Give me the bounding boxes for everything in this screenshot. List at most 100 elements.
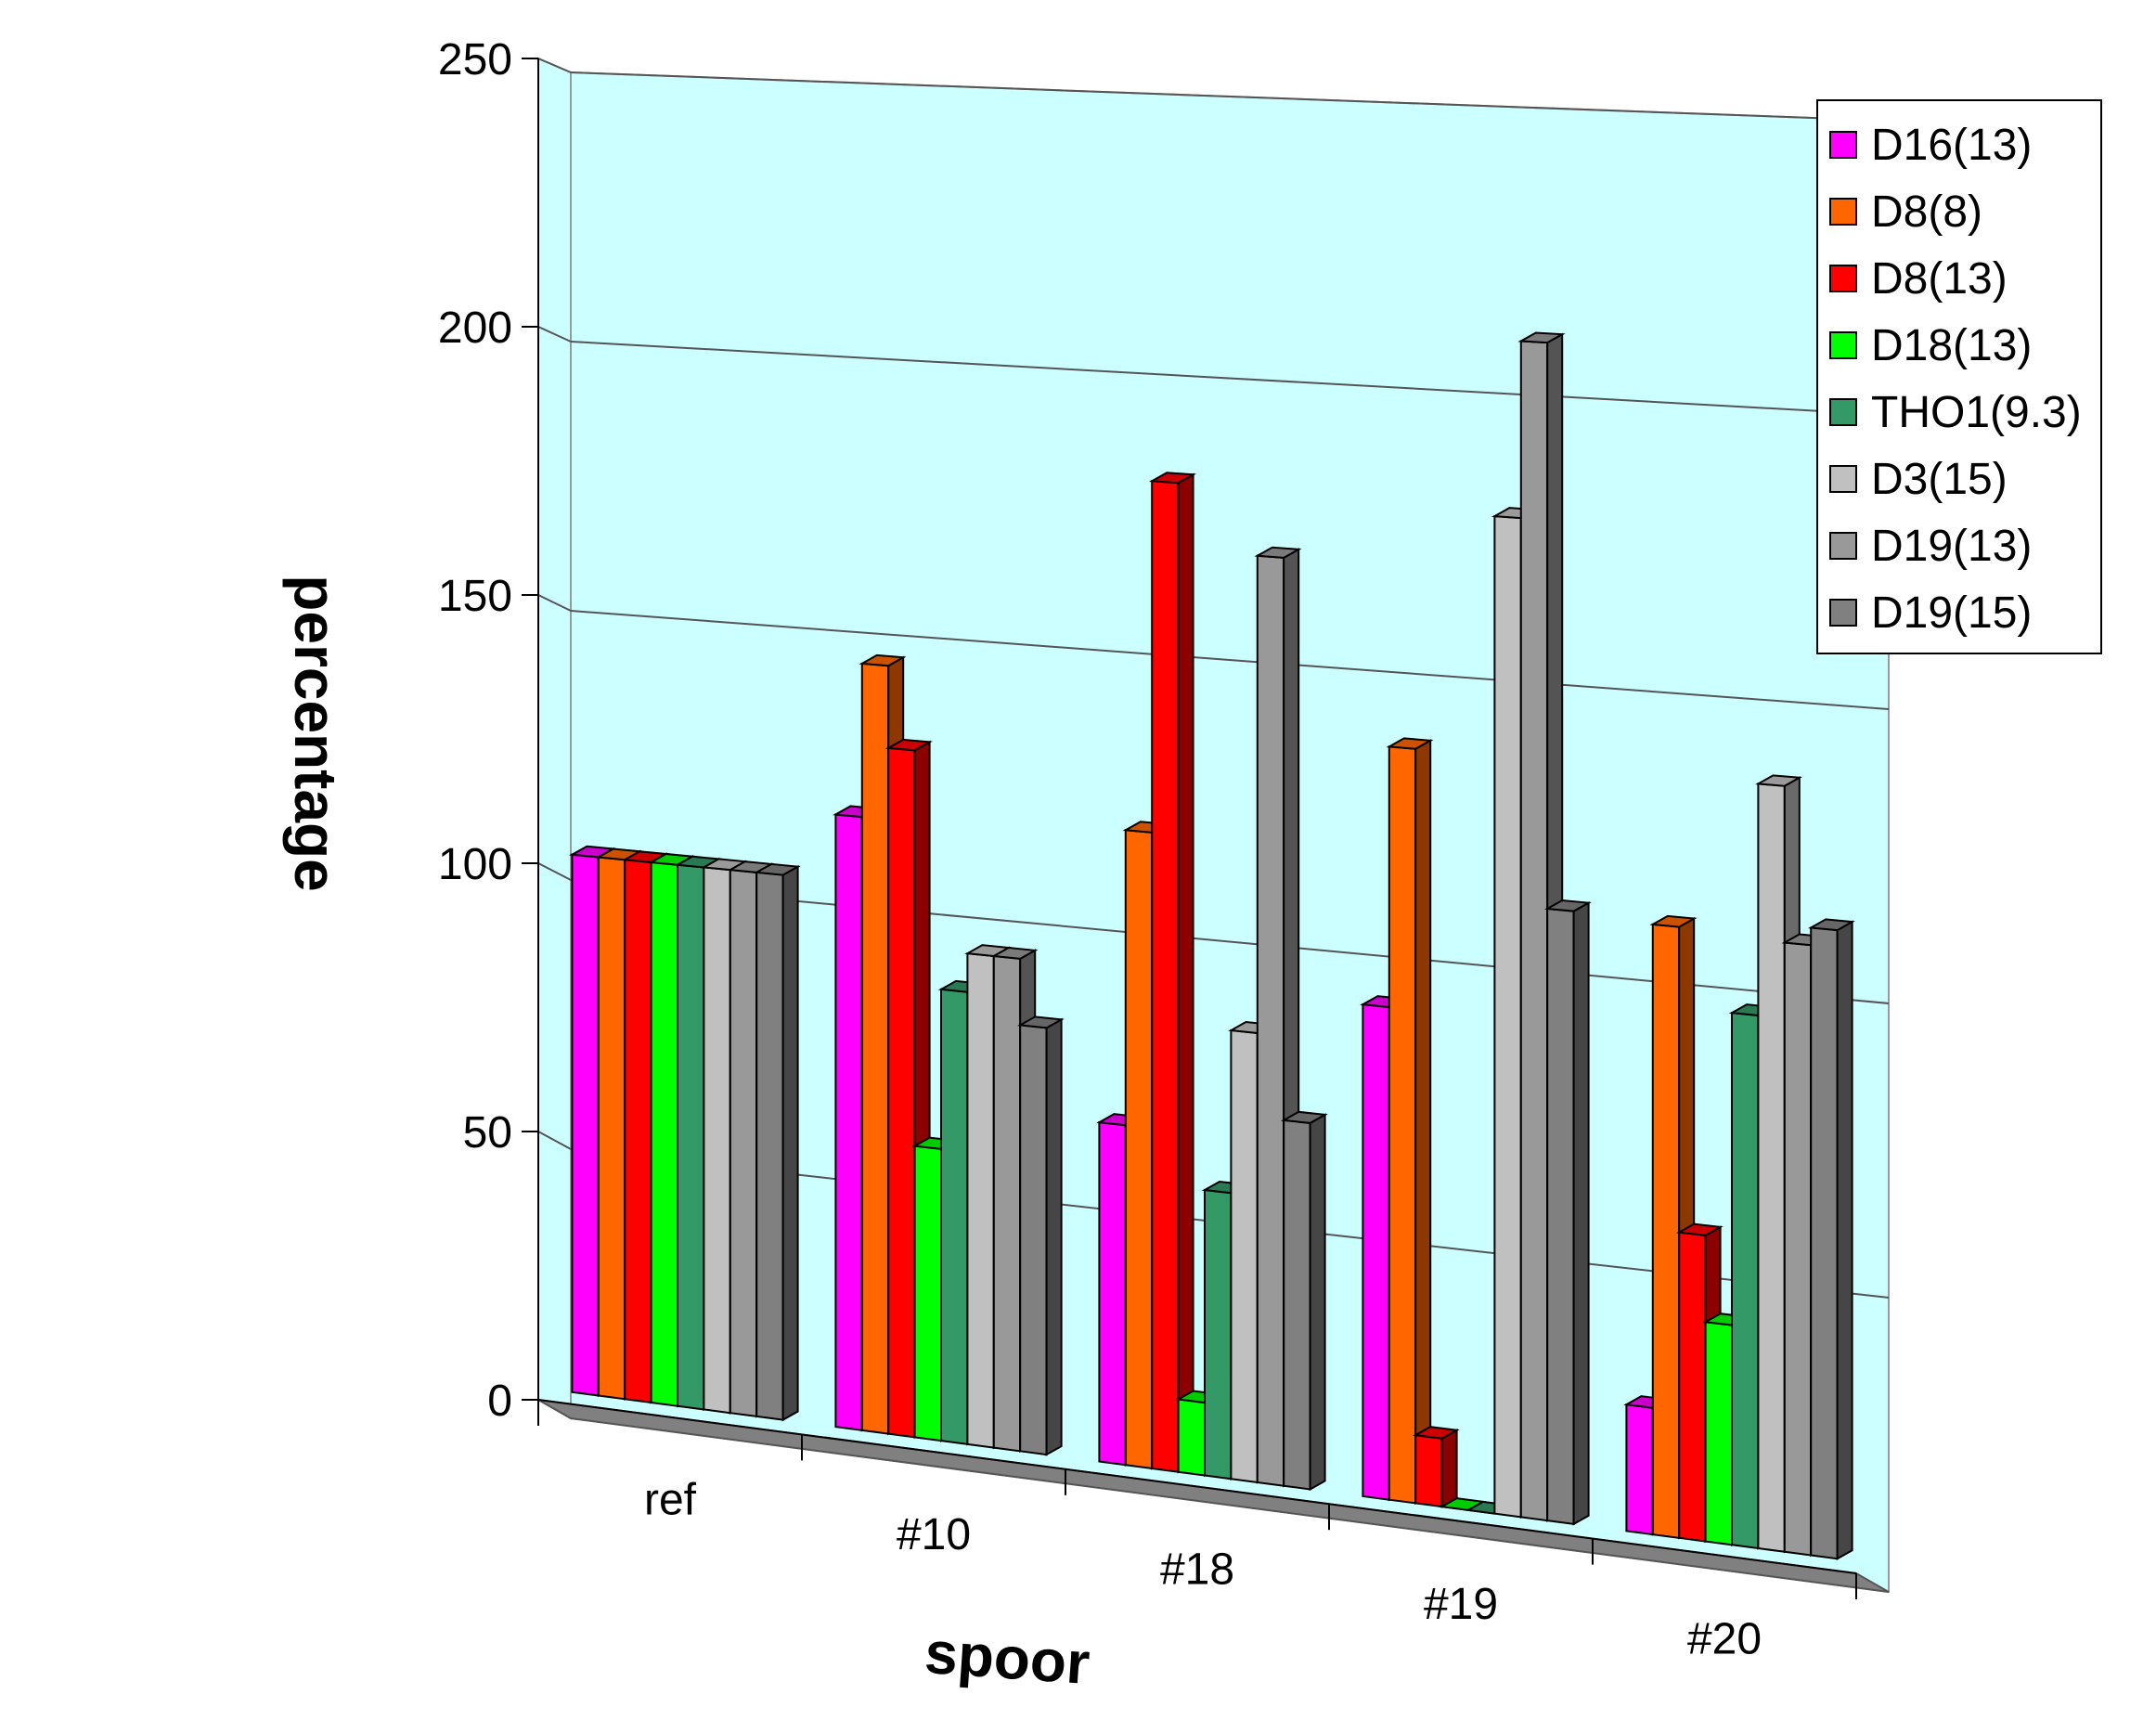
bar-front <box>1731 1012 1760 1550</box>
bar-top <box>859 653 907 667</box>
legend-item: D19(13) <box>1829 522 2032 571</box>
x-tick-label: #10 <box>897 1510 971 1559</box>
bar-front <box>1283 1119 1311 1491</box>
x-tick-label: #18 <box>1160 1545 1234 1595</box>
bar-front <box>571 853 600 1397</box>
legend-swatch <box>1829 599 1857 627</box>
bar-side <box>781 864 799 1422</box>
x-axis-title: spoor <box>923 1619 1091 1697</box>
legend-swatch <box>1829 198 1857 226</box>
legend-label: D8(13) <box>1871 254 2008 304</box>
side-wall <box>537 57 572 1420</box>
axis-labels: spoor percentage <box>282 575 1091 1697</box>
gridline-side <box>537 58 572 73</box>
bar-front <box>1124 829 1154 1470</box>
bar-front <box>597 856 626 1401</box>
bar-top <box>1148 472 1197 485</box>
legend: D16(13) D8(8) D8(13) D18(13) THO1(9.3) D3(15)… <box>1816 99 2102 654</box>
bar-top <box>1016 1015 1065 1029</box>
bar <box>1543 899 1592 1526</box>
bar-top <box>1649 914 1698 928</box>
bar-front <box>755 871 784 1421</box>
bar-front <box>650 860 678 1407</box>
bar-front <box>1362 1003 1390 1501</box>
bar-front <box>1704 1321 1733 1546</box>
gridline <box>570 610 1890 710</box>
legend-swatch <box>1829 465 1857 493</box>
bar-top <box>1413 1426 1460 1440</box>
bar-front <box>1546 907 1575 1526</box>
legend-swatch <box>1829 331 1857 359</box>
y-tick-label: 0 <box>487 1377 512 1426</box>
bar-side <box>1045 1017 1063 1456</box>
bar-side <box>1414 739 1432 1506</box>
legend-label: D16(13) <box>1871 121 2032 170</box>
y-tick-label: 100 <box>438 840 512 889</box>
legend-swatch <box>1829 131 1857 159</box>
bar-front <box>1177 1398 1206 1477</box>
y-tick-label: 50 <box>463 1108 512 1157</box>
bar-top <box>1543 899 1592 912</box>
bar <box>1413 1426 1460 1508</box>
bar-front <box>1783 941 1813 1557</box>
bar-side <box>1836 920 1853 1560</box>
bar <box>1148 472 1197 1474</box>
bar <box>1807 918 1855 1560</box>
bar-front <box>887 746 916 1439</box>
bar-front <box>1414 1433 1443 1508</box>
x-tick-label: ref <box>644 1476 697 1525</box>
bar-front <box>1230 1028 1259 1484</box>
gridline <box>570 341 1890 416</box>
gridline-side <box>537 326 572 343</box>
bar-front <box>1098 1121 1127 1467</box>
bar-side <box>1177 472 1194 1474</box>
bar-front <box>860 662 890 1435</box>
bar-front <box>940 988 969 1445</box>
legend-item: D8(8) <box>1829 188 1982 237</box>
legend-item: D3(15) <box>1829 455 2008 504</box>
bar-front <box>1493 515 1522 1519</box>
y-axis-title: percentage <box>282 575 349 891</box>
legend-item: D18(13) <box>1829 321 2032 370</box>
bar <box>1280 1110 1328 1492</box>
bar-front <box>1151 480 1180 1473</box>
bar-front <box>1625 1403 1654 1536</box>
legend-swatch <box>1829 532 1857 560</box>
bar-front <box>1388 745 1417 1505</box>
gridline <box>570 71 1890 122</box>
legend-swatch <box>1829 265 1857 292</box>
legend-item: D8(13) <box>1829 254 2008 304</box>
bar-front <box>624 859 652 1404</box>
legend-label: D19(15) <box>1871 588 2032 638</box>
legend-label: THO1(9.3) <box>1871 388 2082 437</box>
bar-top <box>884 738 933 752</box>
bar-front <box>677 863 705 1411</box>
y-tick-label: 150 <box>438 572 512 621</box>
bar-front <box>1256 554 1285 1487</box>
bar-side <box>1572 900 1590 1526</box>
legend-label: D19(13) <box>1871 522 2032 571</box>
bar-front <box>1519 340 1549 1522</box>
bar-front <box>729 869 758 1418</box>
legend-item: THO1(9.3) <box>1829 388 2082 437</box>
bar-top <box>1807 918 1855 932</box>
bar-front <box>1810 926 1839 1560</box>
bar <box>753 862 801 1422</box>
bar-top <box>1254 546 1302 559</box>
bar-top <box>1517 331 1566 344</box>
bar-top <box>990 947 1039 960</box>
bar-front <box>992 954 1022 1453</box>
legend-label: D8(8) <box>1871 188 1982 237</box>
legend-swatch <box>1829 398 1857 426</box>
bar-front <box>703 866 731 1415</box>
bar-top <box>753 862 801 876</box>
y-tick-label: 200 <box>438 304 512 353</box>
bar-top <box>1386 737 1434 750</box>
legend-item: D16(13) <box>1829 121 2032 170</box>
x-axis-line <box>537 1399 1857 1574</box>
gridline-side <box>537 594 572 612</box>
bar-top <box>1755 774 1803 787</box>
bar-front <box>1678 1231 1707 1543</box>
